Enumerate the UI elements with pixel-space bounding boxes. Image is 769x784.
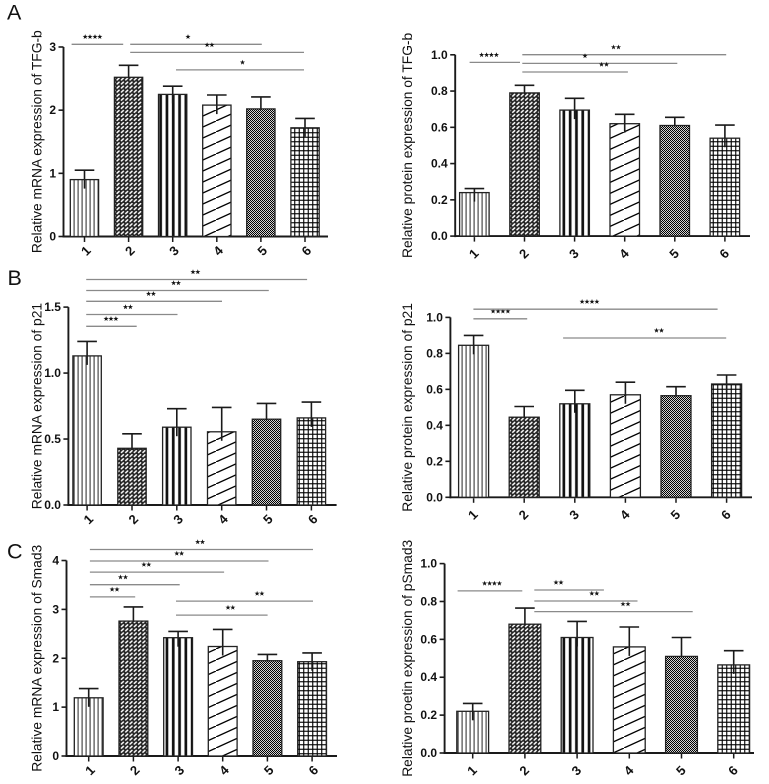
svg-text:2: 2 <box>49 103 56 117</box>
svg-text:0.8: 0.8 <box>420 594 437 608</box>
svg-text:1.5: 1.5 <box>44 300 61 314</box>
svg-text:C: C <box>7 539 23 563</box>
svg-text:0.6: 0.6 <box>420 632 437 646</box>
svg-text:0: 0 <box>49 230 56 244</box>
svg-text:0.4: 0.4 <box>426 418 443 432</box>
svg-text:1: 1 <box>52 700 59 714</box>
svg-text:1.0: 1.0 <box>426 310 443 324</box>
svg-text:0: 0 <box>52 749 59 763</box>
svg-text:0.0: 0.0 <box>44 498 61 512</box>
svg-text:2: 2 <box>52 651 59 665</box>
svg-text:Relative mRNA expression of TF: Relative mRNA expression of TFG-b <box>30 30 45 253</box>
svg-text:Relative protein expression of: Relative protein expression of p21 <box>400 303 415 512</box>
svg-text:0.6: 0.6 <box>426 382 443 396</box>
svg-text:0.0: 0.0 <box>426 490 443 504</box>
svg-text:Relative protein expression of: Relative protein expression of TFG-b <box>400 32 415 258</box>
svg-text:0.8: 0.8 <box>431 84 448 98</box>
svg-text:1: 1 <box>49 166 56 180</box>
svg-text:3: 3 <box>52 602 59 616</box>
svg-text:0.8: 0.8 <box>426 346 443 360</box>
svg-text:0.0: 0.0 <box>431 229 448 243</box>
svg-text:A: A <box>7 1 22 25</box>
svg-text:Relative mRNA expression of p2: Relative mRNA expression of p21 <box>30 303 45 509</box>
svg-text:0.6: 0.6 <box>431 120 448 134</box>
svg-text:0.2: 0.2 <box>431 193 448 207</box>
svg-text:0.0: 0.0 <box>420 746 437 760</box>
svg-text:0.2: 0.2 <box>426 454 443 468</box>
svg-text:0.4: 0.4 <box>431 157 448 171</box>
svg-text:1.0: 1.0 <box>44 366 61 380</box>
svg-text:Relative proetin expression of: Relative proetin expression of pSmad3 <box>400 539 415 776</box>
svg-text:1.0: 1.0 <box>420 557 437 571</box>
svg-text:B: B <box>8 266 22 290</box>
svg-text:0.5: 0.5 <box>44 432 61 446</box>
svg-text:3: 3 <box>49 40 56 54</box>
svg-text:Relative mRNA expression of Sm: Relative mRNA expression of Smad3 <box>30 544 45 771</box>
svg-text:0.2: 0.2 <box>420 708 437 722</box>
svg-text:4: 4 <box>52 554 59 568</box>
svg-text:0.4: 0.4 <box>420 670 437 684</box>
svg-text:1.0: 1.0 <box>431 48 448 62</box>
